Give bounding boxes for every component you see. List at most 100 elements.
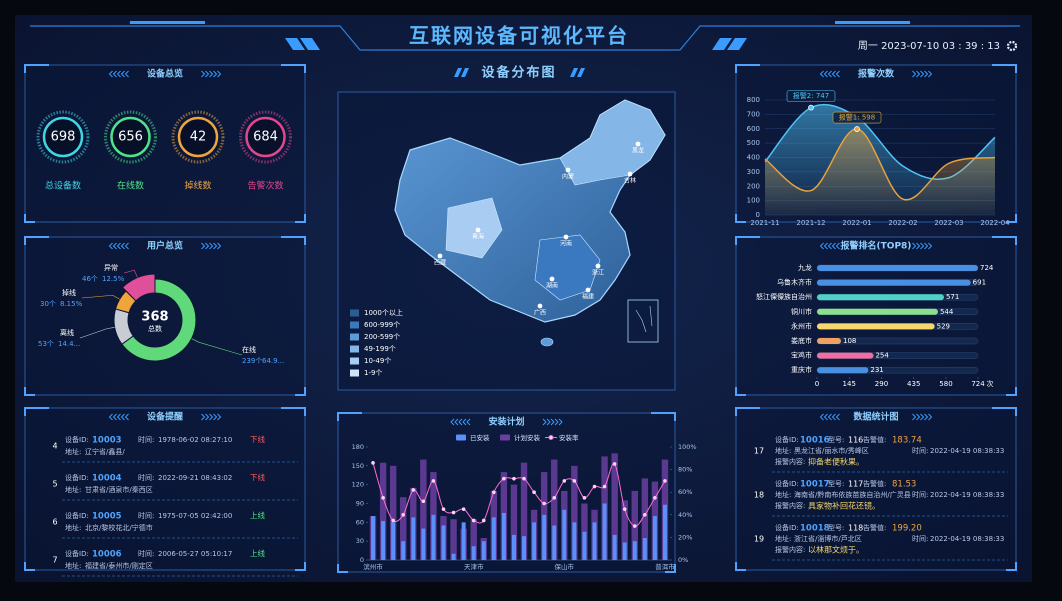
rate-dot: [431, 479, 436, 483]
gauge-ring: [245, 116, 286, 158]
gauge-value: 684: [253, 130, 278, 145]
bar-planned: [551, 459, 558, 560]
alarm-label: 告警值:: [863, 435, 886, 444]
bar-installed: [562, 509, 567, 560]
device-id: 10018: [800, 524, 830, 534]
bar-value: 529: [937, 322, 950, 330]
legend-label: 200-599个: [364, 333, 400, 341]
legend-label: 1000个以上: [364, 308, 403, 317]
title-chevron: [112, 70, 117, 78]
x-tick-label: 2022-03: [934, 219, 963, 227]
title-chevron: [924, 413, 929, 421]
title-chevron: [213, 70, 218, 78]
time-label: 时间:: [138, 473, 154, 482]
y2-tick-label: 0%: [678, 556, 688, 564]
legend-swatch: [500, 434, 510, 441]
x-tick-label: 435: [907, 380, 920, 388]
bar-planned: [400, 497, 407, 560]
x-tick-label: 145: [843, 380, 856, 388]
gauge-value: 698: [51, 130, 76, 145]
pie-percent-label: 14.4...: [58, 340, 80, 348]
bar-installed: [461, 522, 466, 560]
rate-dot: [401, 513, 406, 517]
map-marker: [635, 141, 641, 147]
address: 辽宁省/鑫县/: [85, 447, 125, 456]
title-chevron: [831, 70, 836, 78]
panel-corner: [735, 407, 1017, 571]
map-marker: [627, 171, 633, 177]
bar-value: 571: [946, 293, 959, 301]
pie-segment: [121, 278, 197, 362]
annotation-box: [786, 90, 836, 102]
peak-dot: [854, 126, 860, 132]
y-tick-label: 600: [747, 125, 760, 133]
map-inset: [627, 299, 659, 343]
title-chevron: [827, 413, 832, 421]
panel-title: 安装计划: [488, 416, 524, 428]
time: 2022-04-19 08:38:33: [930, 491, 1004, 499]
legend-label: 1-9个: [364, 369, 382, 377]
bar-planned: [571, 465, 578, 560]
title-chevron: [831, 413, 836, 421]
title-chevron: [217, 413, 222, 421]
title-chevron: [916, 413, 921, 421]
alarm-label: 告警值:: [863, 523, 886, 532]
title-chevron: [116, 70, 121, 78]
legend-swatch: [350, 309, 359, 317]
map-marker: [585, 287, 591, 293]
legend-label: 600-999个: [364, 321, 400, 329]
map-title: 设备分布图: [481, 65, 556, 81]
time: 2022-04-19 08:38:33: [930, 535, 1004, 543]
datetime: 周一 2023-07-10 03 : 39 : 13: [858, 40, 1000, 52]
panel-frame: [24, 64, 306, 223]
map-place: 吉林: [624, 177, 636, 185]
bar-value: 231: [870, 366, 883, 374]
rate-dot: [381, 496, 385, 500]
rate-dot: [391, 518, 395, 523]
addr-label: 地址:: [65, 561, 81, 570]
time-label: 时间:: [138, 511, 154, 520]
model: 116: [848, 436, 863, 445]
bar-installed: [542, 514, 547, 560]
x-tick-label: 0: [815, 380, 819, 388]
bar-installed: [411, 517, 416, 560]
x-tick-label: 保山市: [555, 562, 575, 571]
title-chevron: [546, 418, 551, 426]
leader-line: [79, 327, 115, 339]
title-chevron: [462, 418, 467, 426]
rate-dot: [471, 518, 476, 523]
header-decor: [30, 21, 1020, 51]
y2-tick-label: 40%: [678, 511, 692, 519]
map-region: [559, 99, 666, 186]
bar: [817, 352, 874, 359]
id-label: 设备ID:: [775, 435, 799, 444]
y-tick-label: 150: [352, 462, 364, 470]
bar-installed: [481, 541, 486, 560]
settings-icon[interactable]: [1006, 40, 1018, 52]
pie-percent-label: 12.5%: [102, 275, 125, 283]
panel-title: 设备总览: [147, 68, 183, 80]
rate-dot: [592, 484, 597, 489]
bar-planned: [389, 465, 397, 560]
content-label: 报警内容:: [775, 545, 805, 554]
bar-label: 宝鸡市: [791, 351, 812, 360]
x-tick-label: 滨州市: [363, 562, 383, 571]
title-chevron: [108, 70, 113, 78]
gauge-value: 42: [190, 130, 207, 145]
bar-label: 九龙: [798, 263, 812, 272]
title-chevron: [112, 413, 117, 421]
rate-dot: [643, 513, 647, 517]
title-chevron: [823, 413, 828, 421]
bar-installed: [662, 504, 667, 560]
leader-line: [81, 294, 120, 300]
model: 118: [848, 524, 863, 533]
pie-label: 异常: [104, 263, 118, 272]
time-label: 时间:: [138, 435, 154, 444]
title-chevron: [124, 242, 129, 250]
reminder-no: 7: [52, 556, 57, 565]
panel-title: 报警次数: [858, 68, 895, 80]
bar-value: 724: [980, 264, 994, 272]
rate-dot: [421, 499, 426, 504]
